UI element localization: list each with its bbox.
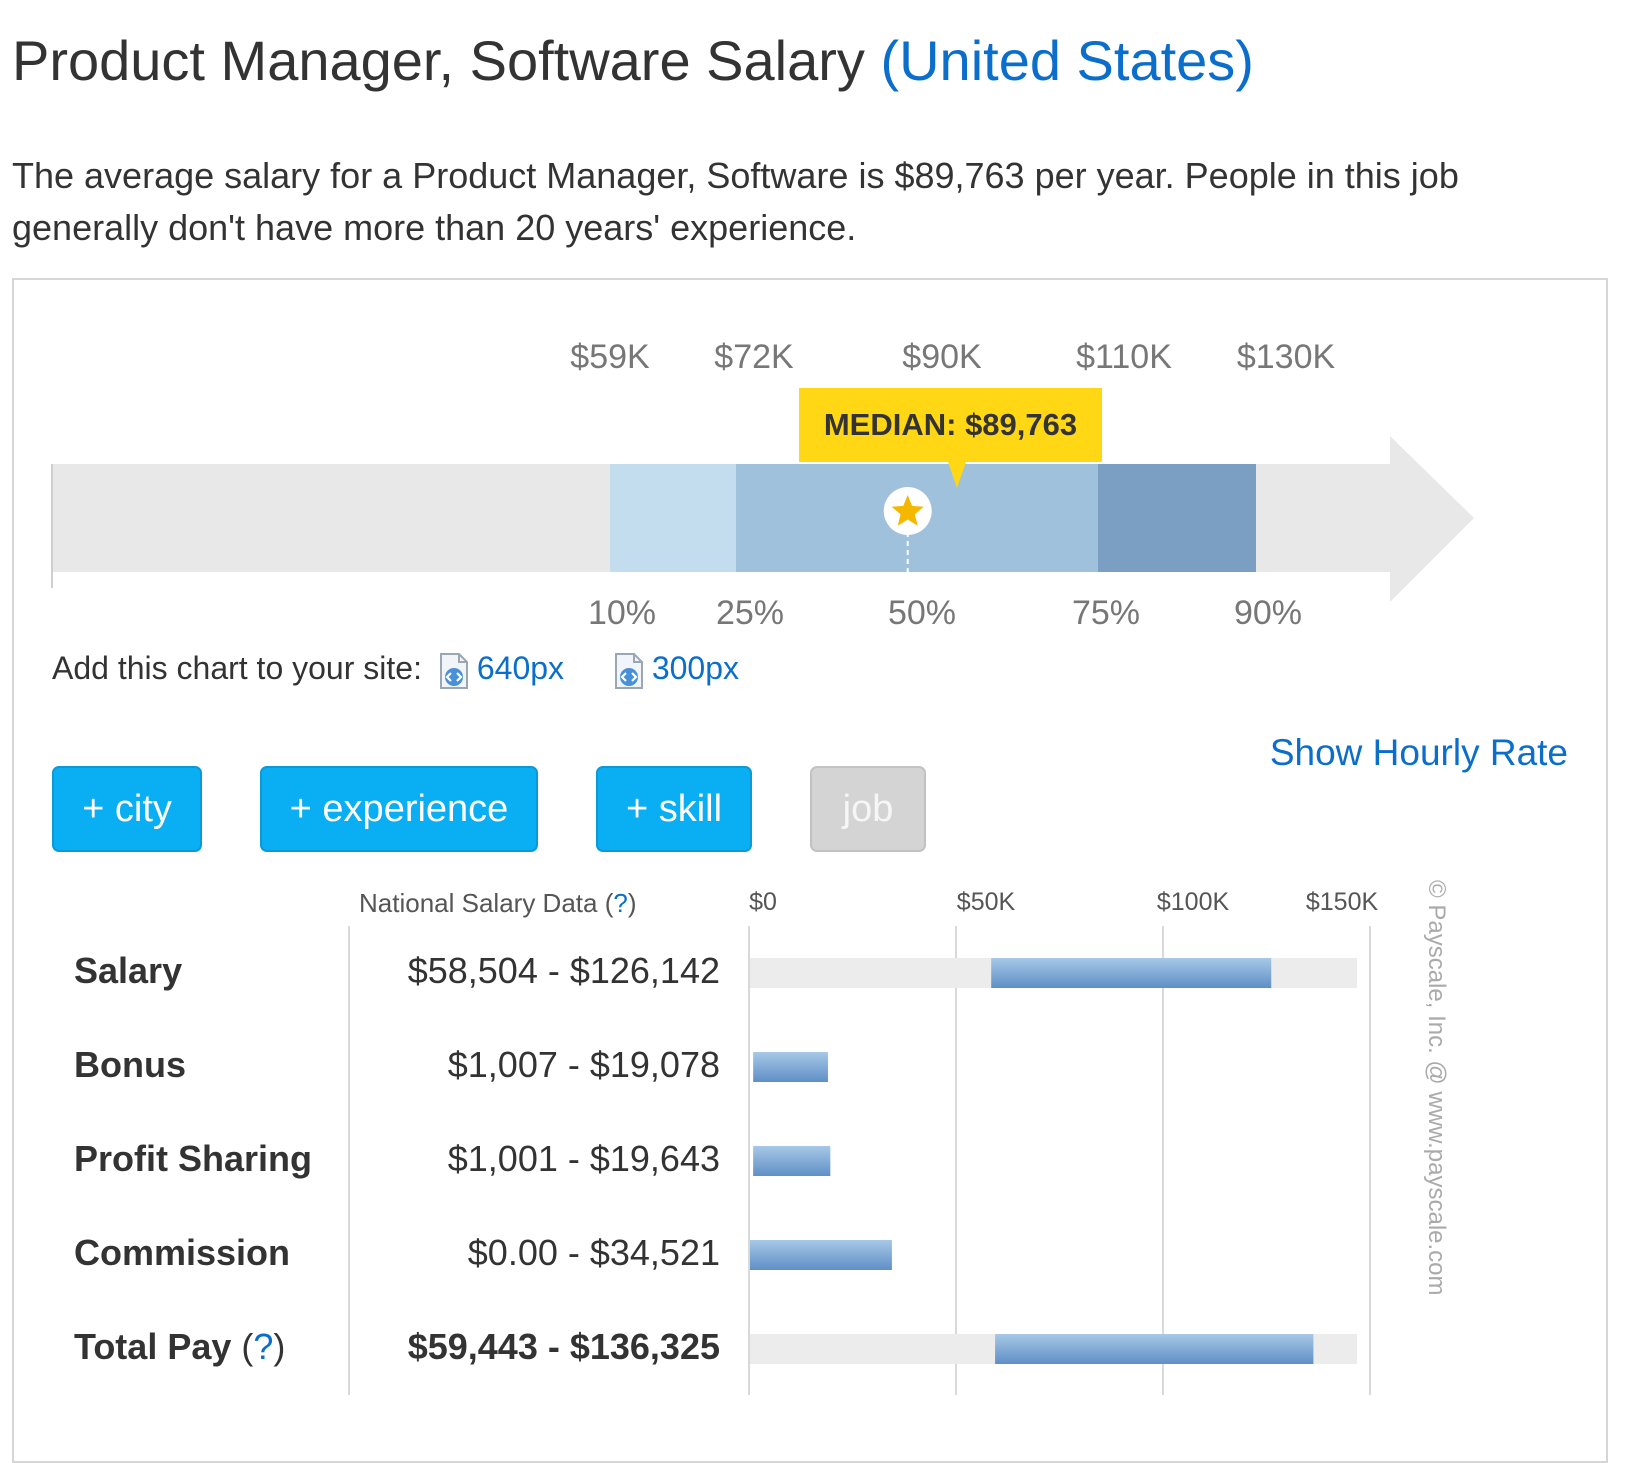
row-label-text: Bonus <box>74 1044 186 1085</box>
range-bar <box>750 1240 892 1270</box>
percentile-label: 90% <box>1233 594 1303 632</box>
axis-tick-label: $150K <box>1305 888 1379 916</box>
copyright-text: © Payscale, Inc. @ www.payscale.com <box>1423 880 1450 1296</box>
row-label: Bonus <box>74 1044 186 1086</box>
row-range-value: $0.00 - $34,521 <box>467 1232 720 1273</box>
axis-tick-label: $50K <box>956 888 1016 916</box>
embed-640-link[interactable]: 640px <box>476 650 565 686</box>
row-range-value: $1,001 - $19,643 <box>447 1138 720 1179</box>
salary-chart-panel: $59K $72K $90K $110K $130K 10% 25% 50% 75% 90% M… <box>12 278 1608 1463</box>
add-city-button[interactable]: + city <box>52 766 202 852</box>
row-track <box>750 958 1357 988</box>
row-label: Profit Sharing <box>74 1138 312 1180</box>
row-label-text: Profit Sharing <box>74 1138 313 1179</box>
percentile-bar-chart <box>51 436 1474 602</box>
percentile-value-label: $90K <box>902 338 982 376</box>
job-button: job <box>810 766 926 852</box>
code-embed-icon[interactable] <box>437 652 471 690</box>
percentile-label: 10% <box>587 594 657 632</box>
job-title: Product Manager, Software Salary <box>12 29 865 92</box>
embed-300-link[interactable]: 300px <box>651 650 739 686</box>
help-link[interactable]: ? <box>253 1326 274 1367</box>
row-label-text: Salary <box>74 950 183 991</box>
median-badge: MEDIAN: $89,763 <box>799 388 1102 462</box>
page-title: Product Manager, Software Salary (United… <box>12 28 1254 93</box>
range-bar <box>753 1052 828 1082</box>
add-experience-button[interactable]: + experience <box>260 766 538 852</box>
row-label-text: Commission <box>74 1232 291 1273</box>
help-link[interactable]: ? <box>613 888 628 918</box>
band-75-90 <box>1098 464 1256 572</box>
percentile-label: 75% <box>1071 594 1141 632</box>
median-pointer <box>948 462 966 488</box>
region-link[interactable]: (United States) <box>880 29 1254 92</box>
percentile-value-label: $110K <box>1076 338 1172 376</box>
embed-row: Add this chart to your site: 640px 300px <box>52 650 739 690</box>
row-label: Total Pay (?) <box>74 1326 285 1368</box>
add-skill-button[interactable]: + skill <box>596 766 752 852</box>
salary-summary: The average salary for a Product Manager… <box>12 155 1459 248</box>
axis-tick-label: $0 <box>749 888 777 916</box>
range-bar <box>995 1334 1314 1364</box>
row-label-text: Total Pay <box>74 1326 232 1367</box>
percentile-label: 25% <box>715 594 785 632</box>
help-wrapper: (?) <box>231 1326 286 1367</box>
range-bar <box>753 1146 831 1176</box>
national-salary-data-label: National Salary Data <box>359 888 598 918</box>
range-bar <box>991 958 1272 988</box>
star-icon <box>891 495 924 526</box>
percentile-label: 50% <box>887 594 957 632</box>
row-range-value: $58,504 - $126,142 <box>407 950 720 991</box>
national-salary-data-header: National Salary Data (?) <box>359 888 637 918</box>
embed-label: Add this chart to your site: <box>52 650 422 686</box>
row-label: Salary <box>74 950 182 992</box>
row-range-value: $1,007 - $19,078 <box>447 1044 720 1085</box>
code-embed-icon[interactable] <box>612 652 646 690</box>
axis-tick-label: $100K <box>1156 888 1230 916</box>
show-hourly-rate-link[interactable]: Show Hourly Rate <box>1269 732 1568 773</box>
percentile-value-label: $59K <box>570 338 650 376</box>
band-10-25 <box>610 464 736 572</box>
percentile-value-label: $72K <box>714 338 794 376</box>
percentile-value-label: $130K <box>1236 338 1336 376</box>
row-track <box>750 1334 1357 1364</box>
row-range-value: $59,443 - $136,325 <box>407 1326 720 1367</box>
row-label: Commission <box>74 1232 290 1274</box>
